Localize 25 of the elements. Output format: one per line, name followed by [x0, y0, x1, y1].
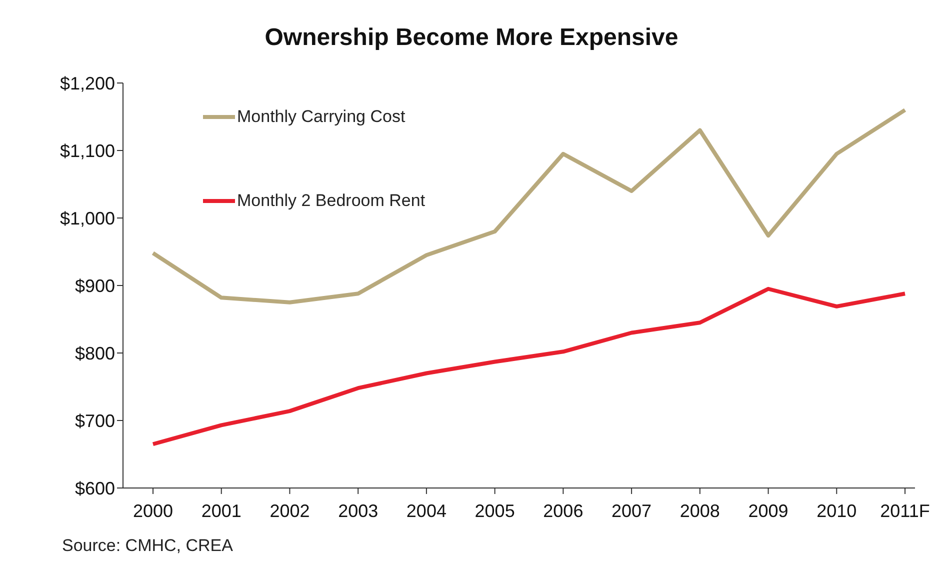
x-tick-label: 2001: [201, 500, 242, 521]
y-tick-label: $1,000: [60, 208, 115, 228]
x-tick-label: 2005: [474, 500, 515, 521]
y-tick-label: $700: [74, 410, 115, 431]
y-tick-label: $1,200: [60, 73, 115, 94]
x-tick-label: 2009: [748, 500, 788, 521]
line-series: [151, 108, 907, 304]
x-tick-label: 2002: [270, 500, 310, 521]
x-tick-label: 2006: [543, 500, 584, 521]
source-note: Source: CMHC, CREA: [62, 536, 233, 556]
legend-label: Monthly Carrying Cost: [237, 107, 406, 127]
y-tick-label: $900: [74, 276, 115, 296]
x-tick-label: 2010: [816, 500, 857, 521]
x-tick-label: 2007: [612, 500, 652, 521]
chart-title: Ownership Become More Expensive: [264, 24, 680, 52]
legend-label: Monthly 2 Bedroom Rent: [237, 191, 426, 211]
y-tick-label: $800: [74, 343, 115, 364]
x-tick-label: 2003: [338, 500, 378, 521]
x-tick-label: 2004: [406, 500, 446, 521]
x-tick-label: 2000: [132, 500, 174, 521]
x-tick-label: 2008: [680, 500, 720, 521]
y-tick-label: $1,100: [60, 140, 115, 161]
line-series: [151, 286, 907, 446]
x-tick-label: 2011F: [880, 500, 930, 521]
y-tick-label: $600: [74, 478, 115, 498]
